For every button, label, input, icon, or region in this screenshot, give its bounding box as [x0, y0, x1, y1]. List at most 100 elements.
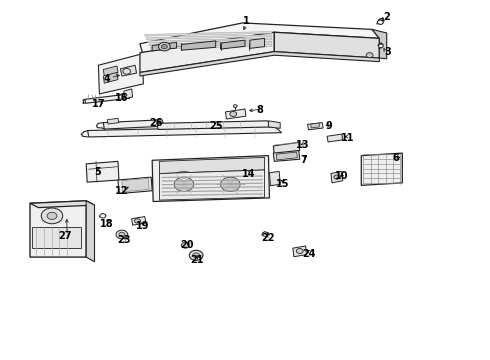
Polygon shape — [98, 54, 144, 94]
Polygon shape — [162, 190, 263, 192]
Text: 7: 7 — [300, 155, 307, 165]
Text: 20: 20 — [181, 240, 194, 250]
Text: 4: 4 — [104, 74, 111, 84]
Polygon shape — [85, 94, 130, 103]
Polygon shape — [162, 176, 263, 178]
Text: 6: 6 — [392, 153, 399, 163]
Text: 1: 1 — [243, 17, 249, 27]
Polygon shape — [152, 156, 270, 202]
Polygon shape — [88, 126, 282, 137]
Polygon shape — [30, 201, 95, 208]
Circle shape — [366, 53, 373, 58]
Polygon shape — [103, 120, 164, 129]
Circle shape — [233, 105, 237, 108]
Polygon shape — [152, 42, 176, 51]
Circle shape — [220, 177, 240, 192]
Circle shape — [116, 230, 128, 239]
Polygon shape — [86, 161, 119, 182]
Polygon shape — [273, 150, 300, 161]
Polygon shape — [327, 134, 343, 142]
Polygon shape — [311, 123, 319, 128]
Polygon shape — [151, 44, 272, 49]
Circle shape — [262, 232, 268, 236]
Text: 5: 5 — [94, 167, 101, 177]
Circle shape — [167, 172, 201, 197]
Circle shape — [296, 248, 303, 253]
Circle shape — [47, 212, 57, 220]
Circle shape — [119, 232, 125, 237]
Polygon shape — [220, 40, 245, 49]
Circle shape — [123, 68, 131, 74]
Circle shape — [230, 112, 237, 117]
Polygon shape — [107, 118, 119, 124]
Text: 9: 9 — [326, 121, 332, 131]
Polygon shape — [132, 217, 146, 225]
Text: 22: 22 — [262, 233, 275, 243]
Polygon shape — [273, 142, 300, 154]
Polygon shape — [293, 246, 307, 257]
Circle shape — [189, 250, 203, 260]
Circle shape — [41, 208, 63, 224]
Polygon shape — [145, 32, 272, 36]
Polygon shape — [140, 23, 379, 53]
Text: 13: 13 — [296, 140, 309, 150]
Polygon shape — [181, 41, 216, 50]
Polygon shape — [149, 41, 272, 46]
Text: 24: 24 — [302, 248, 315, 258]
Polygon shape — [157, 121, 274, 130]
Polygon shape — [270, 171, 280, 186]
Polygon shape — [121, 65, 137, 76]
Polygon shape — [140, 32, 274, 72]
Text: 15: 15 — [276, 179, 290, 189]
Text: 16: 16 — [115, 93, 128, 103]
Polygon shape — [162, 179, 263, 181]
Polygon shape — [30, 201, 86, 257]
Circle shape — [193, 253, 199, 258]
Text: 3: 3 — [384, 46, 391, 57]
Circle shape — [135, 219, 141, 223]
Circle shape — [181, 242, 189, 248]
Circle shape — [174, 177, 194, 192]
Text: 11: 11 — [341, 133, 354, 143]
Polygon shape — [308, 123, 323, 130]
Text: 18: 18 — [100, 219, 114, 229]
Text: 12: 12 — [115, 186, 128, 196]
Circle shape — [378, 44, 383, 48]
Text: 10: 10 — [335, 171, 348, 181]
Polygon shape — [124, 89, 133, 99]
Polygon shape — [274, 32, 379, 58]
Text: 8: 8 — [256, 105, 263, 115]
Polygon shape — [250, 39, 265, 48]
Text: 21: 21 — [191, 255, 204, 265]
Polygon shape — [162, 186, 263, 189]
Polygon shape — [372, 30, 387, 59]
Polygon shape — [159, 170, 265, 200]
Polygon shape — [162, 194, 263, 196]
Text: 23: 23 — [117, 235, 130, 245]
Polygon shape — [140, 51, 379, 76]
Text: 25: 25 — [209, 121, 222, 131]
Polygon shape — [86, 201, 95, 262]
Text: 27: 27 — [58, 231, 72, 240]
Bar — [32, 226, 81, 248]
Circle shape — [334, 175, 340, 179]
Polygon shape — [162, 183, 263, 185]
Text: 26: 26 — [149, 118, 163, 128]
Text: 2: 2 — [383, 12, 390, 22]
Circle shape — [213, 172, 247, 197]
Text: 19: 19 — [136, 221, 149, 231]
Polygon shape — [331, 171, 343, 183]
Circle shape — [161, 44, 167, 49]
Text: 14: 14 — [242, 168, 256, 179]
Text: 17: 17 — [92, 99, 105, 109]
Polygon shape — [276, 152, 297, 160]
Circle shape — [377, 20, 383, 24]
Circle shape — [159, 42, 170, 51]
Circle shape — [100, 214, 106, 218]
Polygon shape — [118, 177, 152, 194]
Polygon shape — [147, 35, 272, 40]
Polygon shape — [122, 178, 149, 192]
Polygon shape — [225, 109, 246, 119]
Polygon shape — [159, 157, 265, 174]
Polygon shape — [103, 72, 118, 83]
